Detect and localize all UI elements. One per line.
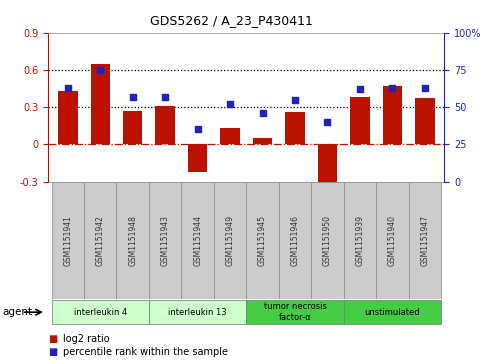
Text: GSM1151941: GSM1151941 bbox=[63, 215, 72, 266]
Bar bbox=[90, 64, 110, 144]
Text: GSM1151946: GSM1151946 bbox=[291, 215, 299, 266]
Point bbox=[291, 97, 299, 103]
Bar bbox=[116, 182, 149, 299]
Bar bbox=[188, 144, 207, 172]
Bar bbox=[350, 97, 369, 144]
Text: agent: agent bbox=[2, 307, 32, 317]
Text: percentile rank within the sample: percentile rank within the sample bbox=[63, 347, 228, 357]
Bar bbox=[246, 300, 344, 325]
Bar bbox=[220, 128, 240, 144]
Text: GSM1151945: GSM1151945 bbox=[258, 215, 267, 266]
Bar bbox=[214, 182, 246, 299]
Bar bbox=[149, 182, 182, 299]
Text: GSM1151950: GSM1151950 bbox=[323, 215, 332, 266]
Bar bbox=[285, 112, 305, 144]
Text: GSM1151939: GSM1151939 bbox=[355, 215, 365, 266]
Bar bbox=[383, 86, 402, 144]
Text: GSM1151949: GSM1151949 bbox=[226, 215, 235, 266]
Bar bbox=[58, 91, 77, 144]
Bar bbox=[52, 300, 149, 325]
Bar bbox=[84, 182, 116, 299]
Bar bbox=[149, 300, 246, 325]
Text: GSM1151947: GSM1151947 bbox=[420, 215, 429, 266]
Bar bbox=[279, 182, 311, 299]
Bar bbox=[246, 182, 279, 299]
Text: ■: ■ bbox=[48, 347, 57, 357]
Bar bbox=[52, 182, 84, 299]
Bar bbox=[415, 98, 435, 144]
Text: log2 ratio: log2 ratio bbox=[63, 334, 110, 344]
Point bbox=[388, 85, 396, 91]
Text: GSM1151940: GSM1151940 bbox=[388, 215, 397, 266]
Bar bbox=[253, 138, 272, 144]
Point bbox=[194, 127, 201, 132]
Text: GSM1151943: GSM1151943 bbox=[161, 215, 170, 266]
Bar bbox=[182, 182, 214, 299]
Bar bbox=[376, 182, 409, 299]
Point bbox=[356, 86, 364, 92]
Bar bbox=[318, 144, 337, 184]
Point bbox=[64, 85, 71, 91]
Point bbox=[421, 85, 429, 91]
Text: GSM1151944: GSM1151944 bbox=[193, 215, 202, 266]
Point bbox=[324, 119, 331, 125]
Bar bbox=[344, 182, 376, 299]
Point bbox=[161, 94, 169, 99]
Text: GSM1151942: GSM1151942 bbox=[96, 215, 105, 266]
Text: tumor necrosis
factor-α: tumor necrosis factor-α bbox=[264, 302, 327, 322]
Text: interleukin 4: interleukin 4 bbox=[73, 308, 127, 317]
Point bbox=[226, 101, 234, 107]
Text: interleukin 13: interleukin 13 bbox=[168, 308, 227, 317]
Bar bbox=[311, 182, 344, 299]
Text: GDS5262 / A_23_P430411: GDS5262 / A_23_P430411 bbox=[150, 15, 313, 28]
Bar bbox=[156, 106, 175, 144]
Point bbox=[129, 94, 137, 99]
Text: unstimulated: unstimulated bbox=[365, 308, 420, 317]
Text: GSM1151948: GSM1151948 bbox=[128, 215, 137, 266]
Bar bbox=[409, 182, 441, 299]
Point bbox=[97, 67, 104, 73]
Bar bbox=[344, 300, 441, 325]
Text: ■: ■ bbox=[48, 334, 57, 344]
Point bbox=[259, 110, 267, 116]
Bar bbox=[123, 111, 142, 144]
